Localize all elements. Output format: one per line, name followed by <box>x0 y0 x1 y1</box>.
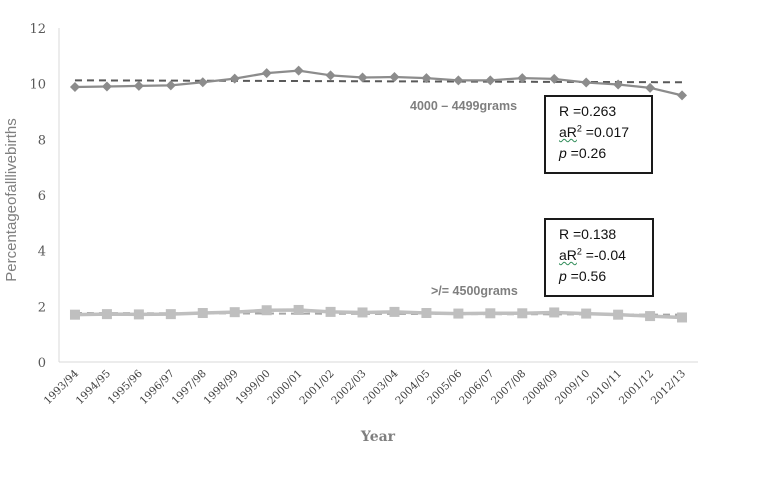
data-point <box>485 308 496 319</box>
data-point <box>645 311 656 322</box>
y-tick-label: 4 <box>38 245 46 260</box>
data-point <box>229 73 240 84</box>
series-line-1 <box>74 308 683 320</box>
series-lines <box>74 69 683 320</box>
data-point <box>357 72 368 83</box>
data-point <box>517 73 528 84</box>
data-point <box>261 68 272 79</box>
y-tick-label: 0 <box>38 356 46 371</box>
data-point <box>325 70 336 81</box>
data-point <box>165 80 176 91</box>
data-point <box>165 309 176 320</box>
data-point <box>197 308 208 319</box>
data-point <box>581 77 592 88</box>
data-point <box>421 73 432 84</box>
data-point <box>485 75 496 86</box>
data-point <box>645 82 656 93</box>
stats-box-4500-plus: R =0.138 aR2 =-0.04 p =0.56 <box>544 218 654 297</box>
y-tick-label: 8 <box>38 133 46 148</box>
y-tick-label: 2 <box>38 300 46 315</box>
series-label-4000-4499: 4000 – 4499grams <box>410 99 517 113</box>
data-point <box>69 309 80 320</box>
plot-area <box>58 28 698 363</box>
data-point <box>389 306 400 317</box>
x-axis-title: Year <box>360 429 396 445</box>
data-point <box>293 304 304 315</box>
data-point <box>69 82 80 93</box>
data-point <box>389 71 400 82</box>
data-point <box>613 79 624 90</box>
x-axis: 1993/941994/951995/961996/971997/981998/… <box>42 367 688 407</box>
data-point <box>677 312 688 323</box>
data-point <box>677 90 688 101</box>
y-axis-title: Percentageofalllivebirths <box>3 118 20 281</box>
data-point <box>229 307 240 318</box>
stat-r: R =0.263 <box>559 103 617 119</box>
data-point <box>613 309 624 320</box>
data-point <box>453 308 464 319</box>
markers <box>69 65 688 323</box>
data-point <box>261 305 272 316</box>
y-tick-label: 10 <box>29 78 46 93</box>
stats-box-4000-4499: R =0.263 aR2 =0.017 p =0.26 <box>544 95 653 174</box>
y-axis: 0 2 4 6 8 10 12 <box>29 22 46 371</box>
stat-r: R =0.138 <box>559 226 617 242</box>
data-point <box>101 309 112 320</box>
data-point <box>421 308 432 319</box>
data-point <box>357 307 368 318</box>
x-tick-label: 2012/13 <box>649 368 688 407</box>
data-point <box>101 81 112 92</box>
data-point <box>197 77 208 88</box>
data-point <box>133 80 144 91</box>
data-point <box>293 65 304 76</box>
stat-ar2: aR2 =-0.04 <box>559 246 626 263</box>
data-point <box>549 307 560 318</box>
data-point <box>133 309 144 320</box>
data-point <box>581 308 592 319</box>
stat-ar2: aR2 =0.017 <box>559 123 630 140</box>
data-point <box>453 75 464 86</box>
series-line-0 <box>74 69 683 97</box>
y-tick-label: 12 <box>29 22 46 37</box>
data-point <box>325 306 336 317</box>
data-point <box>549 73 560 84</box>
data-point <box>517 308 528 319</box>
y-tick-label: 6 <box>38 189 46 204</box>
stat-p: p =0.56 <box>559 268 607 284</box>
stat-p: p =0.26 <box>559 145 607 161</box>
series-label-4500-plus: >/= 4500grams <box>431 284 518 298</box>
